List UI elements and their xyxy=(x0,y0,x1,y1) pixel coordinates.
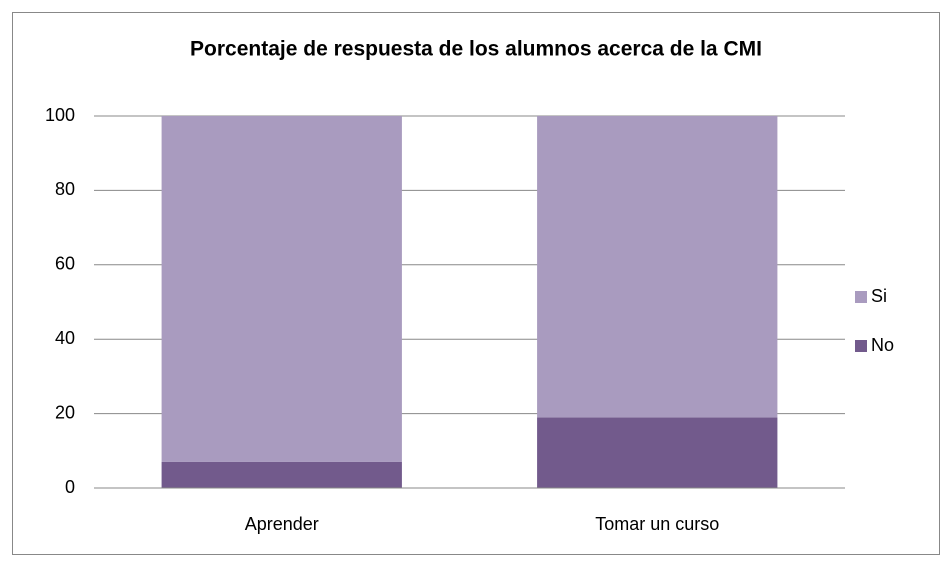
y-tick-label: 80 xyxy=(55,179,75,199)
legend-label: No xyxy=(871,335,894,355)
legend-label: Si xyxy=(871,286,887,306)
chart-title: Porcentaje de respuesta de los alumnos a… xyxy=(190,38,762,61)
y-tick-label: 40 xyxy=(55,328,75,348)
y-tick-label: 20 xyxy=(55,402,75,422)
y-tick-label: 100 xyxy=(45,105,75,125)
legend-swatch xyxy=(855,340,867,352)
bar-segment xyxy=(537,417,778,488)
x-tick-label: Aprender xyxy=(245,514,319,534)
bar-segment xyxy=(161,461,402,488)
bar-segment xyxy=(161,116,402,462)
chart-frame xyxy=(12,12,940,555)
y-tick-label: 60 xyxy=(55,254,75,274)
legend-swatch xyxy=(855,291,867,303)
y-tick-label: 0 xyxy=(65,477,75,497)
x-tick-label: Tomar un curso xyxy=(595,514,719,534)
bar-segment xyxy=(537,116,778,418)
